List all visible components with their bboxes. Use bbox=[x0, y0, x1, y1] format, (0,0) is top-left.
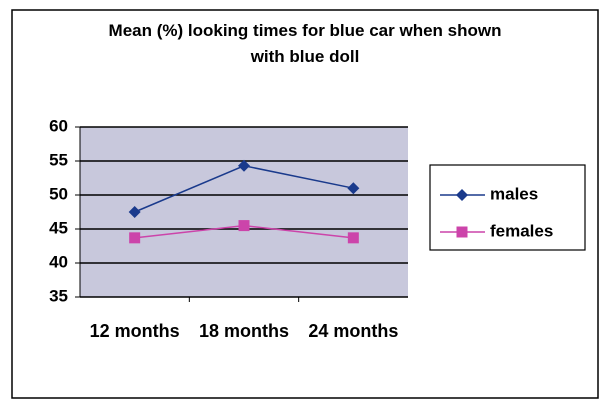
y-tick-label: 55 bbox=[49, 150, 68, 169]
legend-box bbox=[429, 164, 586, 251]
x-tick-label: 18 months bbox=[198, 321, 290, 341]
chart-title: Mean (%) looking times for blue car when… bbox=[108, 21, 502, 66]
legend-label: females bbox=[490, 221, 553, 240]
y-tick-label: 35 bbox=[49, 286, 68, 305]
legend-label: males bbox=[490, 184, 538, 203]
y-tick-label: 50 bbox=[49, 184, 68, 203]
y-tick-label: 40 bbox=[49, 252, 68, 271]
x-tick-label: 12 months bbox=[89, 321, 180, 341]
marker bbox=[456, 226, 468, 238]
x-tick-label: 24 months bbox=[308, 321, 399, 341]
marker bbox=[347, 182, 360, 195]
marker bbox=[238, 220, 250, 232]
marker bbox=[456, 189, 468, 201]
marker bbox=[347, 232, 359, 244]
y-tick-label: 60 bbox=[49, 116, 68, 135]
marker bbox=[128, 206, 141, 218]
marker bbox=[129, 232, 141, 244]
marker bbox=[238, 159, 250, 172]
y-tick-label: 45 bbox=[49, 218, 68, 237]
